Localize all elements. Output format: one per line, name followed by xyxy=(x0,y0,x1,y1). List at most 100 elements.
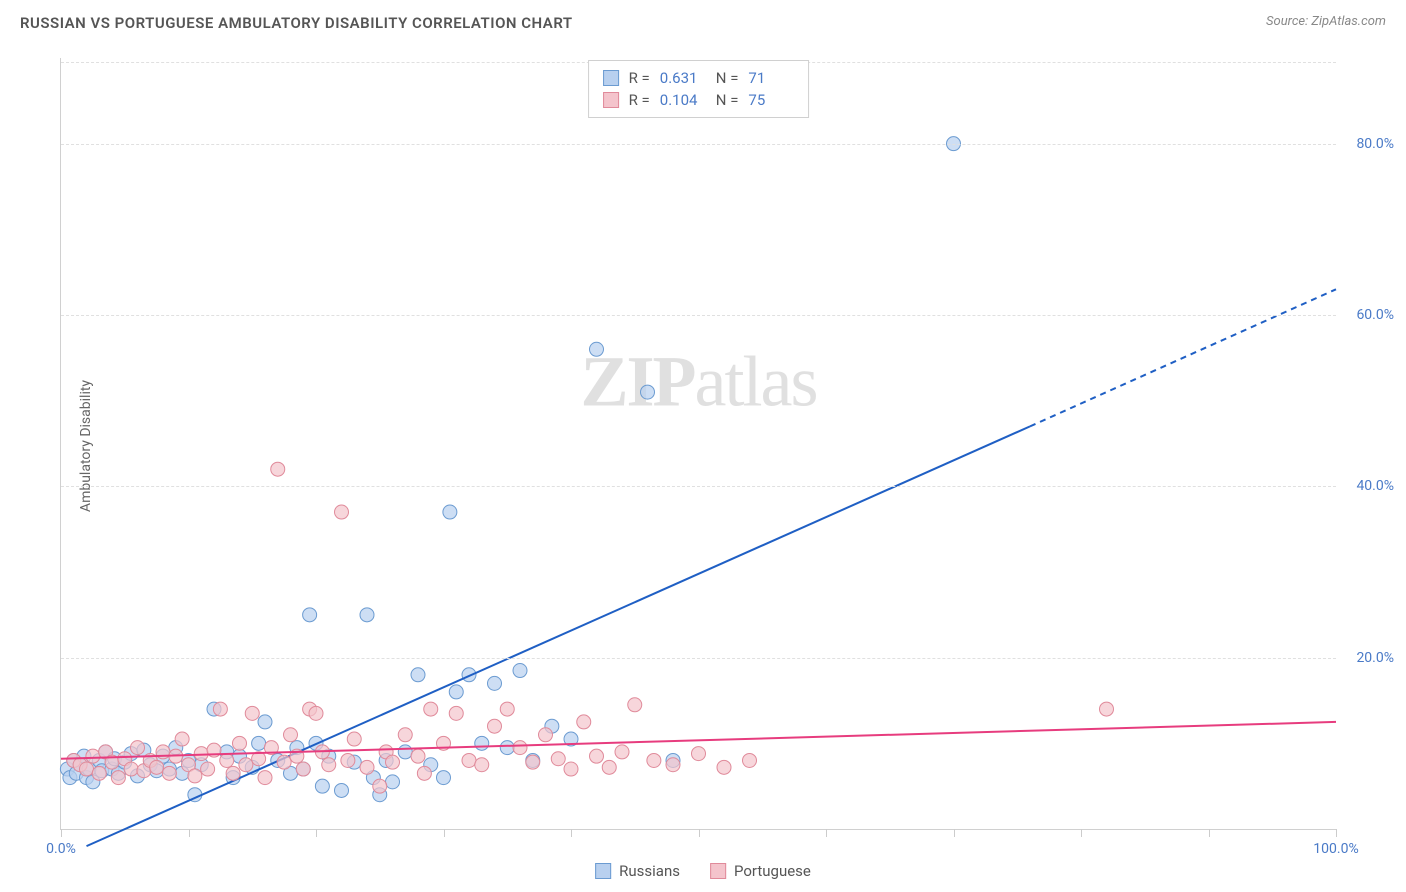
source-attribution: Source: ZipAtlas.com xyxy=(1266,14,1386,29)
x-tick xyxy=(826,829,827,837)
y-tick-label: 20.0% xyxy=(1356,650,1394,666)
data-point-portuguese xyxy=(284,728,298,742)
data-point-portuguese xyxy=(347,732,361,746)
gridline xyxy=(61,658,1336,659)
data-point-portuguese xyxy=(398,728,412,742)
x-tick xyxy=(571,829,572,837)
data-point-portuguese xyxy=(564,762,578,776)
data-point-portuguese xyxy=(245,706,259,720)
n-value-portuguese: 75 xyxy=(748,91,794,109)
data-point-russians xyxy=(335,783,349,797)
legend-row-russians: R = 0.631 N = 71 xyxy=(603,67,795,89)
data-point-russians xyxy=(449,685,463,699)
trend-line-dashed-russians xyxy=(1030,289,1336,426)
data-point-portuguese xyxy=(692,747,706,761)
scatter-svg xyxy=(61,58,1336,829)
data-point-russians xyxy=(590,342,604,356)
y-tick-label: 80.0% xyxy=(1356,136,1394,152)
data-point-portuguese xyxy=(717,760,731,774)
x-tick xyxy=(444,829,445,837)
data-point-portuguese xyxy=(628,698,642,712)
data-point-portuguese xyxy=(1100,702,1114,716)
data-point-portuguese xyxy=(590,749,604,763)
r-label: R = xyxy=(629,91,650,109)
legend-label-russians: Russians xyxy=(619,862,680,880)
r-value-portuguese: 0.104 xyxy=(660,91,706,109)
r-value-russians: 0.631 xyxy=(660,69,706,87)
data-point-portuguese xyxy=(258,771,272,785)
data-point-portuguese xyxy=(322,758,336,772)
data-point-portuguese xyxy=(239,758,253,772)
data-point-portuguese xyxy=(462,753,476,767)
series-legend: Russians Portuguese xyxy=(595,862,811,880)
data-point-portuguese xyxy=(424,702,438,716)
data-point-russians xyxy=(303,608,317,622)
data-point-russians xyxy=(443,505,457,519)
data-point-portuguese xyxy=(213,702,227,716)
chart-header: RUSSIAN VS PORTUGUESE AMBULATORY DISABIL… xyxy=(0,0,1406,40)
data-point-portuguese xyxy=(475,758,489,772)
n-label: N = xyxy=(716,91,739,109)
x-tick xyxy=(189,829,190,837)
gridline xyxy=(61,144,1336,145)
data-point-portuguese xyxy=(373,779,387,793)
x-tick xyxy=(1336,829,1337,837)
data-point-portuguese xyxy=(513,741,527,755)
data-point-russians xyxy=(252,736,266,750)
data-point-portuguese xyxy=(615,745,629,759)
gridline xyxy=(61,486,1336,487)
data-point-russians xyxy=(500,741,514,755)
data-point-portuguese xyxy=(577,715,591,729)
data-point-portuguese xyxy=(271,462,285,476)
data-point-russians xyxy=(437,771,451,785)
data-point-portuguese xyxy=(602,760,616,774)
trend-line-russians xyxy=(87,426,1031,846)
x-tick xyxy=(1209,829,1210,837)
data-point-portuguese xyxy=(551,752,565,766)
data-point-portuguese xyxy=(220,753,234,767)
n-label: N = xyxy=(716,69,739,87)
data-point-russians xyxy=(360,608,374,622)
data-point-portuguese xyxy=(449,706,463,720)
data-point-portuguese xyxy=(360,760,374,774)
data-point-portuguese xyxy=(188,769,202,783)
swatch-portuguese xyxy=(710,863,726,879)
x-tick-label: 0.0% xyxy=(46,841,76,857)
data-point-portuguese xyxy=(296,762,310,776)
x-tick xyxy=(954,829,955,837)
legend-item-portuguese: Portuguese xyxy=(710,862,811,880)
data-point-russians xyxy=(488,676,502,690)
n-value-russians: 71 xyxy=(748,69,794,87)
x-tick xyxy=(699,829,700,837)
y-tick-label: 40.0% xyxy=(1356,478,1394,494)
data-point-portuguese xyxy=(500,702,514,716)
swatch-portuguese xyxy=(603,92,619,108)
data-point-portuguese xyxy=(341,753,355,767)
data-point-portuguese xyxy=(386,755,400,769)
data-point-portuguese xyxy=(80,762,94,776)
chart-plot-area: ZIPatlas R = 0.631 N = 71 R = 0.104 N = … xyxy=(60,58,1336,830)
x-tick xyxy=(316,829,317,837)
data-point-portuguese xyxy=(150,760,164,774)
legend-item-russians: Russians xyxy=(595,862,680,880)
data-point-portuguese xyxy=(743,753,757,767)
data-point-russians xyxy=(411,668,425,682)
data-point-portuguese xyxy=(488,719,502,733)
r-label: R = xyxy=(629,69,650,87)
data-point-portuguese xyxy=(647,753,661,767)
data-point-portuguese xyxy=(162,766,176,780)
data-point-portuguese xyxy=(335,505,349,519)
data-point-russians xyxy=(315,779,329,793)
data-point-russians xyxy=(398,745,412,759)
data-point-portuguese xyxy=(666,758,680,772)
data-point-portuguese xyxy=(309,706,323,720)
chart-title: RUSSIAN VS PORTUGUESE AMBULATORY DISABIL… xyxy=(20,14,573,32)
data-point-portuguese xyxy=(526,755,540,769)
data-point-portuguese xyxy=(175,732,189,746)
legend-row-portuguese: R = 0.104 N = 75 xyxy=(603,89,795,111)
legend-label-portuguese: Portuguese xyxy=(734,862,811,880)
data-point-portuguese xyxy=(92,766,106,780)
x-tick-label: 100.0% xyxy=(1313,841,1358,857)
swatch-russians xyxy=(603,70,619,86)
data-point-russians xyxy=(258,715,272,729)
